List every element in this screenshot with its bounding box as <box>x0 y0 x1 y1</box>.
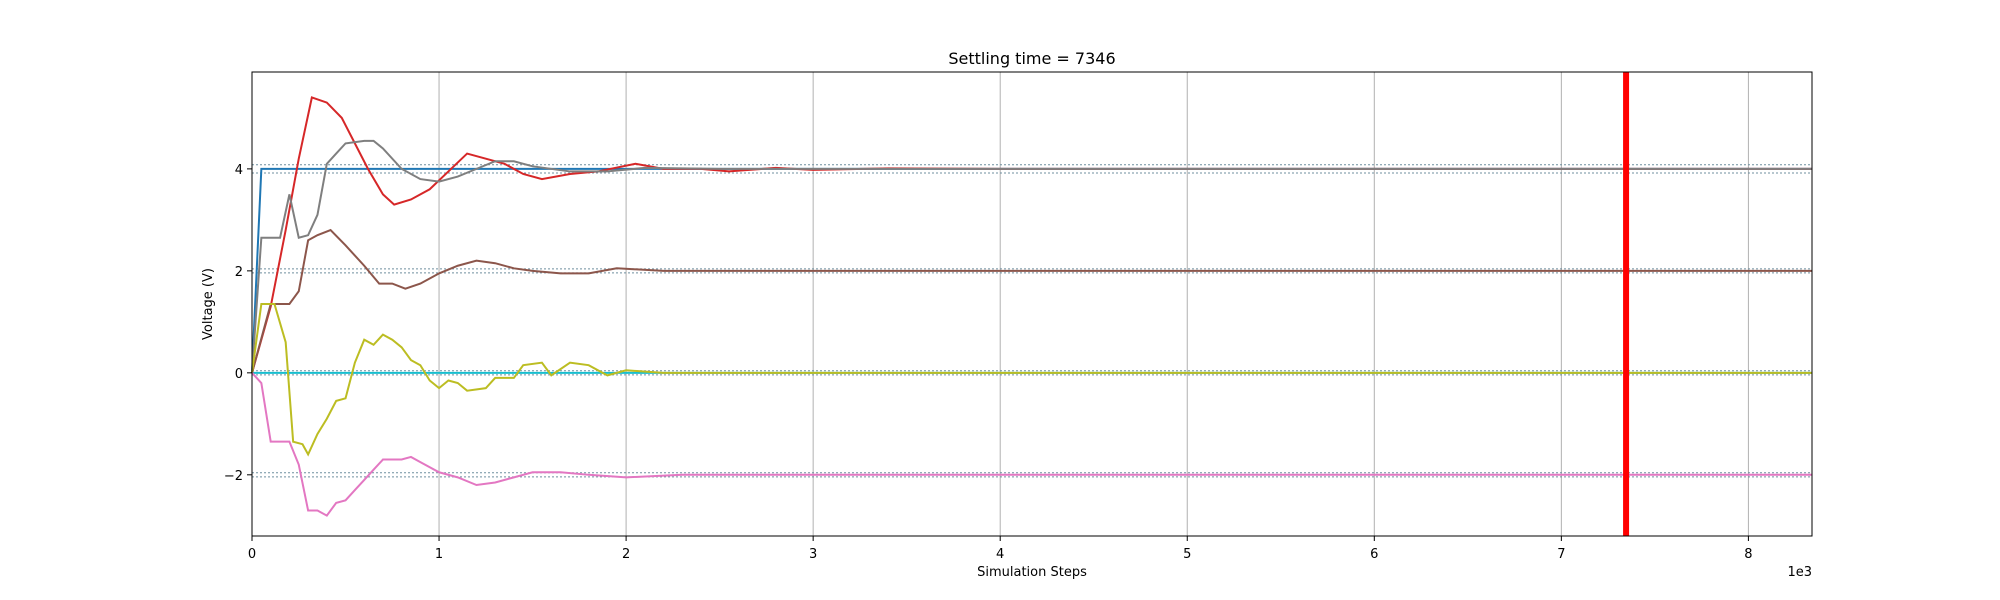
series-line <box>251 303 1812 457</box>
y-tick-label: 0 <box>235 367 243 382</box>
x-tick-label: 5 <box>1183 547 1191 562</box>
series-line <box>251 372 1812 517</box>
reference-bands <box>252 164 1812 478</box>
x-tick-label: 1 <box>435 547 443 562</box>
series-line <box>251 228 1812 374</box>
grid <box>438 72 1749 536</box>
x-tick-label: 4 <box>996 547 1004 562</box>
x-tick-label: 2 <box>622 547 630 562</box>
y-tick-label: −2 <box>224 469 243 484</box>
y-axis-label: Voltage (V) <box>201 268 216 340</box>
y-tick-label: 4 <box>235 163 243 178</box>
series-line <box>251 139 1812 373</box>
x-tick-label: 8 <box>1744 547 1752 562</box>
x-tick-label: 0 <box>248 547 256 562</box>
x-tick-label: 3 <box>809 547 817 562</box>
axis-ticks: 0 1 2 3 4 5 6 7 8 −2 0 2 4 <box>224 163 1753 562</box>
x-tick-label: 7 <box>1557 547 1565 562</box>
chart-title: Settling time = 7346 <box>948 49 1115 68</box>
x-offset-label: 1e3 <box>1787 565 1812 580</box>
x-axis-label: Simulation Steps <box>977 565 1087 580</box>
x-tick-label: 6 <box>1370 547 1378 562</box>
plot-frame <box>251 71 1813 537</box>
series-lines <box>251 96 1812 517</box>
y-tick-label: 2 <box>235 265 243 280</box>
